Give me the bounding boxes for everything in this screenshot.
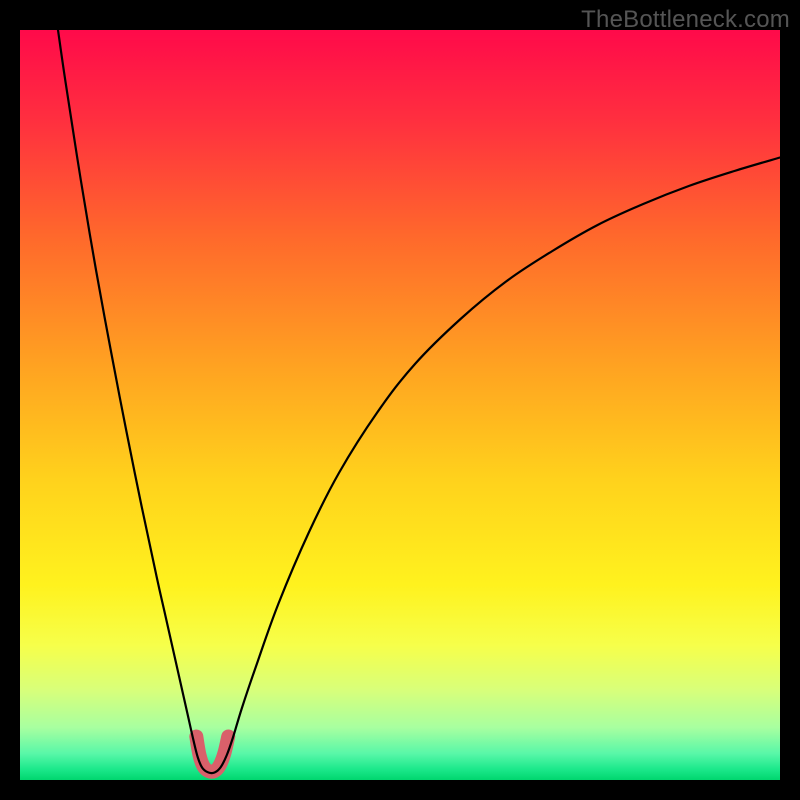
bottleneck-curve-chart — [0, 0, 800, 800]
plot-background — [20, 30, 780, 780]
chart-container: TheBottleneck.com — [0, 0, 800, 800]
